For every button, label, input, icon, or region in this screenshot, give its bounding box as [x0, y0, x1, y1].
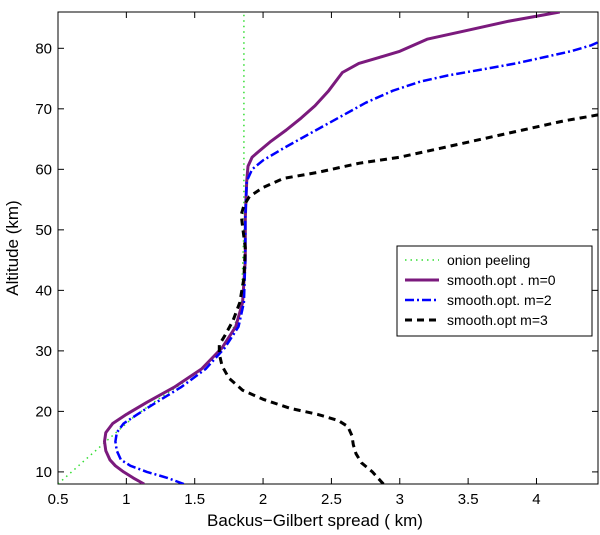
- series-line-3: [217, 113, 598, 484]
- legend-label-0: onion peeling: [447, 252, 530, 268]
- series-line-2: [114, 41, 598, 484]
- y-tick-label: 40: [35, 282, 52, 299]
- legend-label-3: smooth.opt m=3: [447, 312, 548, 328]
- x-tick-label: 2.5: [321, 491, 342, 508]
- y-tick-label: 10: [35, 464, 52, 481]
- y-tick-label: 60: [35, 161, 52, 178]
- x-axis-label: Backus−Gilbert spread ( km): [207, 511, 423, 530]
- x-tick-label: 3.5: [458, 491, 479, 508]
- y-tick-label: 20: [35, 403, 52, 420]
- x-tick-label: 1: [122, 491, 130, 508]
- x-tick-label: 1.5: [184, 491, 205, 508]
- x-tick-label: 0.5: [48, 491, 69, 508]
- x-tick-label: 4: [532, 491, 540, 508]
- legend-label-1: smooth.opt . m=0: [447, 272, 556, 288]
- y-axis-label: Altitude (km): [3, 200, 22, 295]
- y-tick-label: 80: [35, 40, 52, 57]
- x-tick-label: 2: [259, 491, 267, 508]
- y-tick-label: 50: [35, 222, 52, 239]
- y-tick-label: 70: [35, 101, 52, 118]
- x-tick-label: 3: [396, 491, 404, 508]
- legend-label-2: smooth.opt. m=2: [447, 292, 552, 308]
- y-tick-label: 30: [35, 343, 52, 360]
